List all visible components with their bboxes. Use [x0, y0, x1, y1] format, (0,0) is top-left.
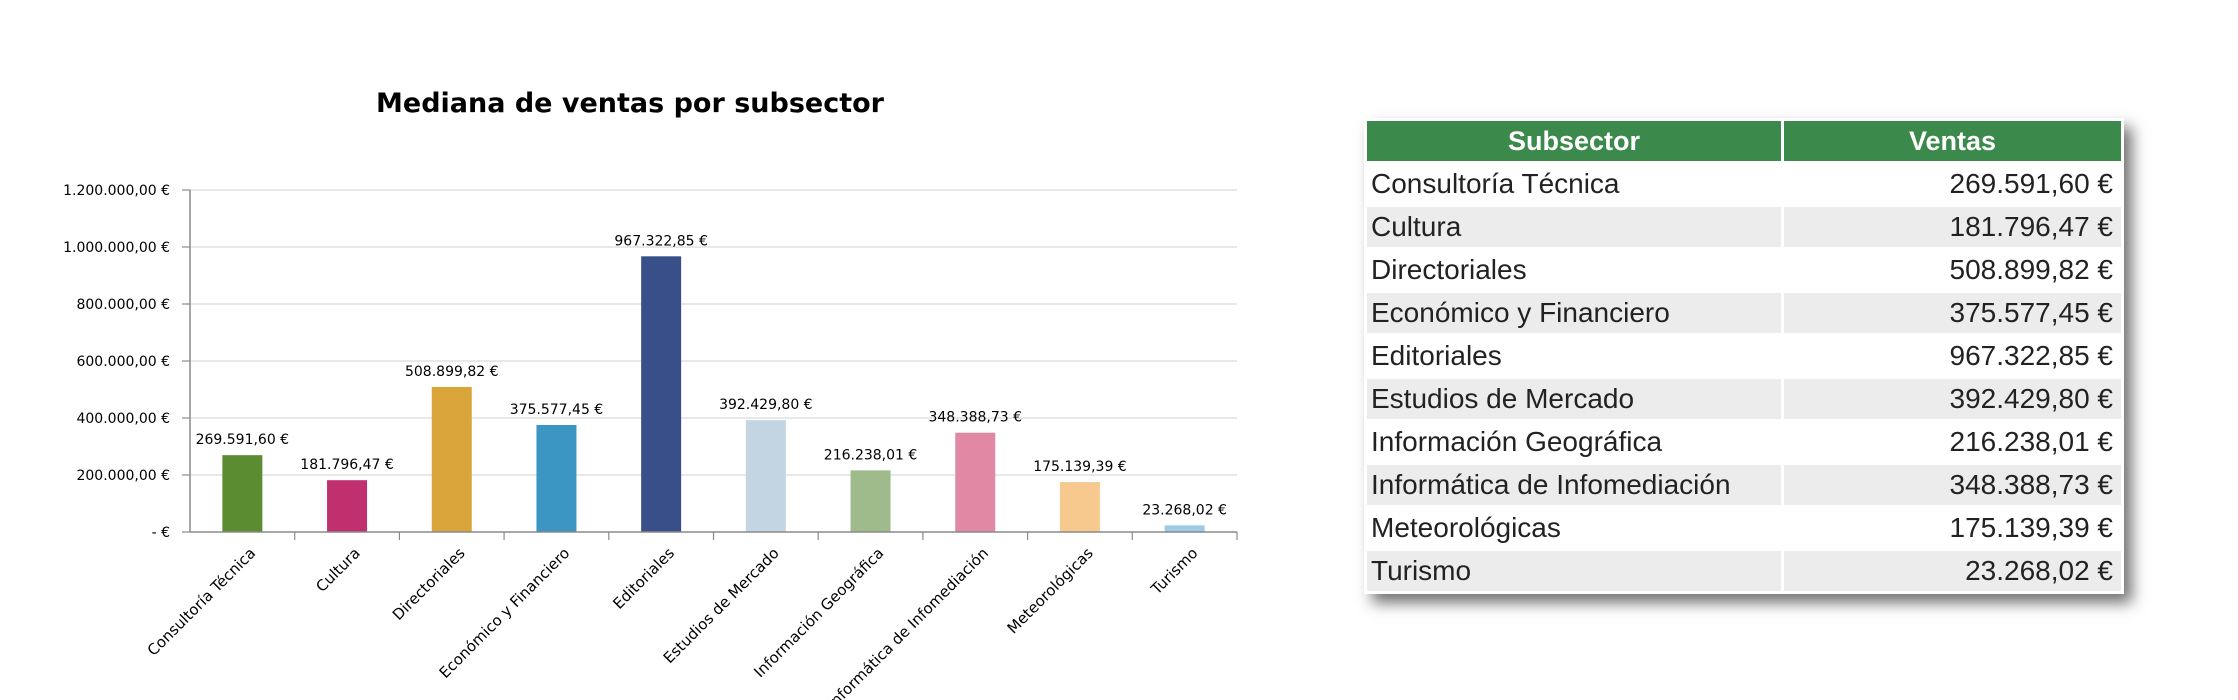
table-row: Directoriales 508.899,82 €: [1364, 247, 2124, 293]
cell-ventas: 175.139,39 €: [1781, 505, 2124, 551]
cell-subsector: Directoriales: [1364, 247, 1784, 293]
table-row: Cultura 181.796,47 €: [1364, 204, 2124, 250]
chart-bars: [222, 256, 1205, 532]
table-header-row: Subsector Ventas: [1364, 118, 2124, 164]
bar: [327, 480, 368, 532]
y-axis-ticks: - € 200.000,00 € 400.000,00 € 600.000,00 € 8…: [63, 183, 190, 541]
x-axis-ticks: Consultoría Técnica Cultura Directoriales E…: [144, 532, 1238, 700]
sales-table: Subsector Ventas Consultoría Técnica 269.…: [1364, 118, 2124, 594]
cell-subsector: Consultoría Técnica: [1364, 161, 1784, 207]
y-tick-label: 800.000,00 €: [76, 297, 170, 313]
y-tick-label: 1.200.000,00 €: [63, 183, 170, 199]
cell-subsector: Estudios de Mercado: [1364, 376, 1784, 422]
cell-subsector: Cultura: [1364, 204, 1784, 250]
data-labels: 269.591,60 € 181.796,47 € 508.899,82 € 375.…: [196, 233, 1227, 518]
header-subsector: Subsector: [1364, 118, 1784, 164]
bar: [431, 386, 472, 532]
table-row: Estudios de Mercado 392.429,80 €: [1364, 376, 2124, 422]
y-tick-label: 400.000,00 €: [76, 411, 170, 427]
cell-subsector: Económico y Financiero: [1364, 290, 1784, 336]
bar-value-label: 181.796,47 €: [300, 457, 394, 473]
bar-value-label: 508.899,82 €: [405, 364, 499, 380]
x-tick-label: Meteorológicas: [1004, 544, 1097, 637]
bar: [222, 455, 263, 532]
bar-value-label: 216.238,01 €: [824, 447, 918, 463]
table-row: Turismo 23.268,02 €: [1364, 548, 2124, 594]
bar: [850, 470, 891, 532]
x-tick-label: Turismo: [1147, 544, 1202, 599]
table-row: Meteorológicas 175.139,39 €: [1364, 505, 2124, 551]
chart-title: Mediana de ventas por subsector: [376, 88, 885, 119]
x-tick-label: Cultura: [312, 544, 364, 596]
bar-value-label: 269.591,60 €: [196, 432, 290, 448]
y-tick-label: 1.000.000,00 €: [63, 240, 170, 256]
cell-ventas: 216.238,01 €: [1781, 419, 2124, 465]
cell-subsector: Informática de Infomediación: [1364, 462, 1784, 508]
cell-subsector: Información Geográfica: [1364, 419, 1784, 465]
table-row: Editoriales 967.322,85 €: [1364, 333, 2124, 379]
table-row: Informática de Infomediación 348.388,73 €: [1364, 462, 2124, 508]
cell-ventas: 375.577,45 €: [1781, 290, 2124, 336]
bar-value-label: 967.322,85 €: [614, 233, 708, 249]
bar-value-label: 23.268,02 €: [1142, 502, 1227, 518]
x-tick-label: Consultoría Técnica: [144, 544, 259, 659]
cell-ventas: 967.322,85 €: [1781, 333, 2124, 379]
chart-gridlines: [190, 189, 1237, 476]
bar-value-label: 175.139,39 €: [1033, 459, 1127, 475]
cell-subsector: Editoriales: [1364, 333, 1784, 379]
bar-chart: Mediana de ventas por subsector - € 200.0…: [63, 88, 1238, 700]
cell-ventas: 392.429,80 €: [1781, 376, 2124, 422]
x-tick-label: Directoriales: [389, 544, 469, 624]
bar: [1059, 482, 1100, 532]
cell-ventas: 23.268,02 €: [1781, 548, 2124, 594]
table-body: Consultoría Técnica 269.591,60 € Cultura 18…: [1364, 161, 2124, 594]
cell-subsector: Meteorológicas: [1364, 505, 1784, 551]
x-tick-label: Informática de Infomediación: [824, 544, 992, 700]
bar: [955, 432, 996, 532]
table-row: Económico y Financiero 375.577,45 €: [1364, 290, 2124, 336]
bar: [641, 256, 682, 532]
table-row: Información Geográfica 216.238,01 €: [1364, 419, 2124, 465]
cell-ventas: 348.388,73 €: [1781, 462, 2124, 508]
cell-ventas: 181.796,47 €: [1781, 204, 2124, 250]
bar-value-label: 348.388,73 €: [928, 410, 1022, 426]
y-tick-label: 200.000,00 €: [76, 468, 170, 484]
bar: [536, 424, 577, 532]
y-tick-label: - €: [152, 525, 170, 541]
cell-ventas: 508.899,82 €: [1781, 247, 2124, 293]
y-tick-label: 600.000,00 €: [76, 354, 170, 370]
bar-value-label: 392.429,80 €: [719, 397, 813, 413]
bar-value-label: 375.577,45 €: [510, 402, 604, 418]
cell-subsector: Turismo: [1364, 548, 1784, 594]
bar: [745, 420, 786, 532]
header-ventas: Ventas: [1781, 118, 2124, 164]
table-row: Consultoría Técnica 269.591,60 €: [1364, 161, 2124, 207]
x-tick-label: Estudios de Mercado: [660, 544, 783, 667]
cell-ventas: 269.591,60 €: [1781, 161, 2124, 207]
x-tick-label: Editoriales: [609, 544, 678, 613]
bar: [1164, 525, 1205, 532]
